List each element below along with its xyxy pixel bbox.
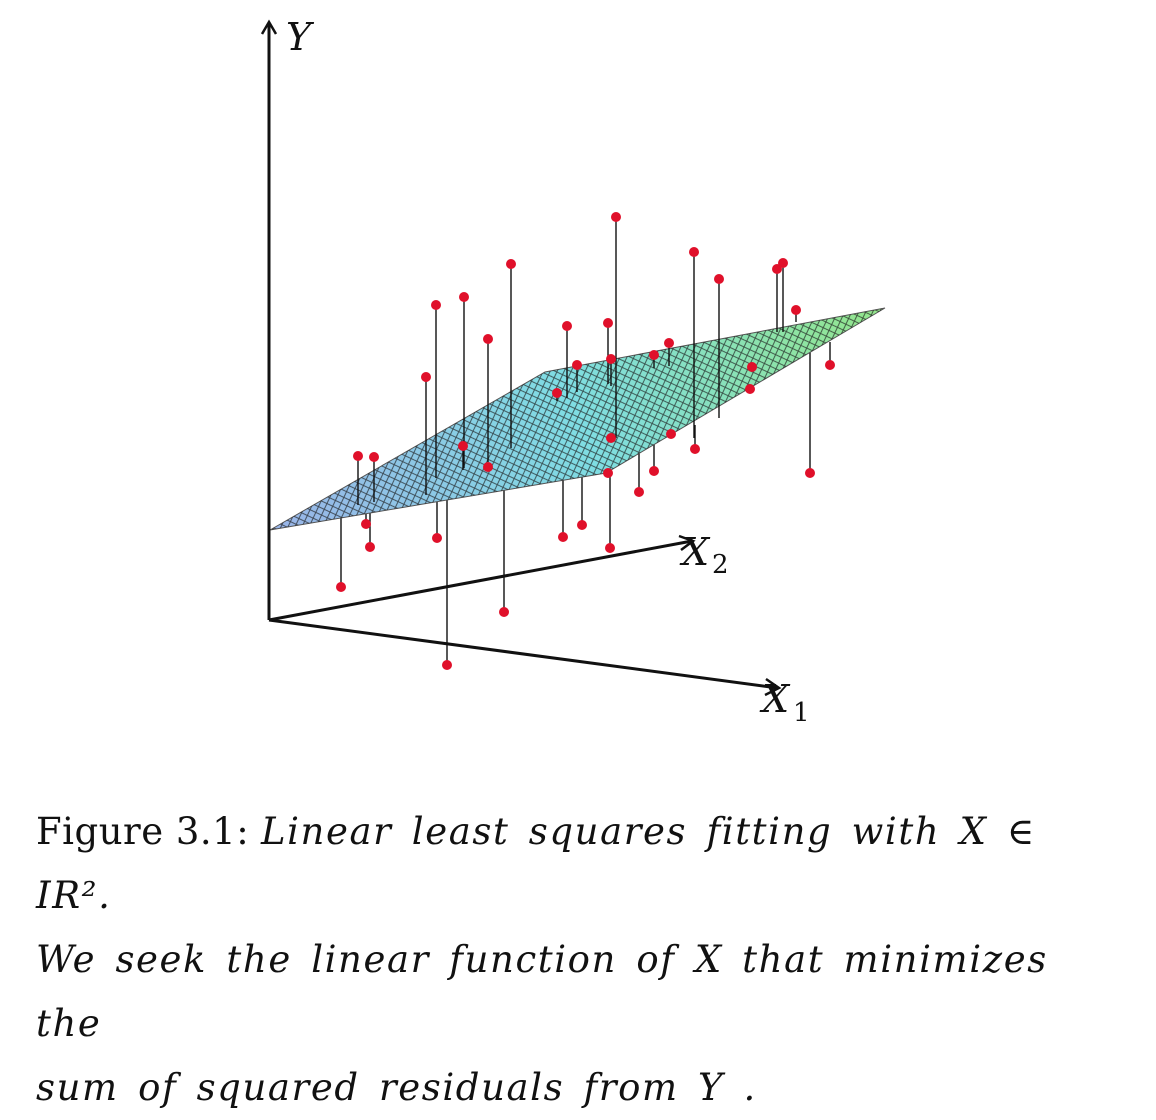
x1-axis-label: X bbox=[759, 677, 791, 721]
data-point bbox=[442, 660, 452, 670]
caption-line-1: Figure 3.1: Linear least squares fitting… bbox=[36, 800, 1126, 928]
x2-axis bbox=[268, 539, 693, 622]
regression-plane bbox=[269, 307, 886, 531]
data-point bbox=[353, 451, 363, 461]
plane-mesh bbox=[270, 308, 885, 530]
data-point bbox=[778, 258, 788, 268]
data-point bbox=[558, 532, 568, 542]
x2-axis-label: X bbox=[679, 530, 711, 574]
data-point bbox=[421, 372, 431, 382]
x2-axis-subscript: 2 bbox=[712, 550, 729, 580]
data-point bbox=[552, 388, 562, 398]
caption-line-2: We seek the linear function of X that mi… bbox=[36, 938, 1048, 1045]
data-point bbox=[649, 466, 659, 476]
data-point bbox=[506, 259, 516, 269]
x1-axis-arrow bbox=[764, 677, 782, 697]
figure-caption: Figure 3.1: Linear least squares fitting… bbox=[36, 800, 1126, 1120]
caption-lead: Figure 3.1: bbox=[36, 810, 250, 853]
data-point bbox=[606, 433, 616, 443]
data-point bbox=[483, 334, 493, 344]
data-point bbox=[336, 582, 346, 592]
residual-lines-above-plane bbox=[357, 217, 797, 505]
data-point bbox=[432, 533, 442, 543]
data-point bbox=[572, 360, 582, 370]
data-point bbox=[791, 305, 801, 315]
data-point bbox=[499, 607, 509, 617]
axes bbox=[260, 19, 782, 697]
data-points bbox=[336, 212, 835, 670]
caption-text-1: Linear least squares fitting with X ∈ IR… bbox=[36, 810, 1036, 917]
x2-axis-arrow bbox=[678, 534, 696, 551]
data-point bbox=[714, 274, 724, 284]
data-point bbox=[365, 542, 375, 552]
data-point bbox=[666, 429, 676, 439]
data-point bbox=[649, 350, 659, 360]
data-point bbox=[577, 520, 587, 530]
x1-axis bbox=[268, 618, 779, 690]
y-axis-label: Y bbox=[286, 15, 315, 59]
data-point bbox=[603, 318, 613, 328]
data-point bbox=[483, 462, 493, 472]
data-point bbox=[459, 292, 469, 302]
data-point bbox=[747, 362, 757, 372]
data-point bbox=[562, 321, 572, 331]
data-point bbox=[603, 468, 613, 478]
data-point bbox=[361, 519, 371, 529]
data-point bbox=[825, 360, 835, 370]
y-axis-arrow bbox=[260, 19, 278, 35]
data-point bbox=[690, 444, 700, 454]
data-point bbox=[664, 338, 674, 348]
caption-line-3: sum of squared residuals from Y . bbox=[36, 1066, 757, 1109]
data-point bbox=[605, 543, 615, 553]
data-point bbox=[745, 384, 755, 394]
data-point bbox=[369, 452, 379, 462]
data-point bbox=[611, 212, 621, 222]
data-point bbox=[458, 441, 468, 451]
data-point bbox=[634, 487, 644, 497]
data-point bbox=[689, 247, 699, 257]
regression-figure: Y X 1 X 2 bbox=[260, 15, 886, 728]
data-point bbox=[805, 468, 815, 478]
data-point bbox=[431, 300, 441, 310]
data-point bbox=[606, 354, 616, 364]
x1-axis-subscript: 1 bbox=[793, 698, 810, 728]
